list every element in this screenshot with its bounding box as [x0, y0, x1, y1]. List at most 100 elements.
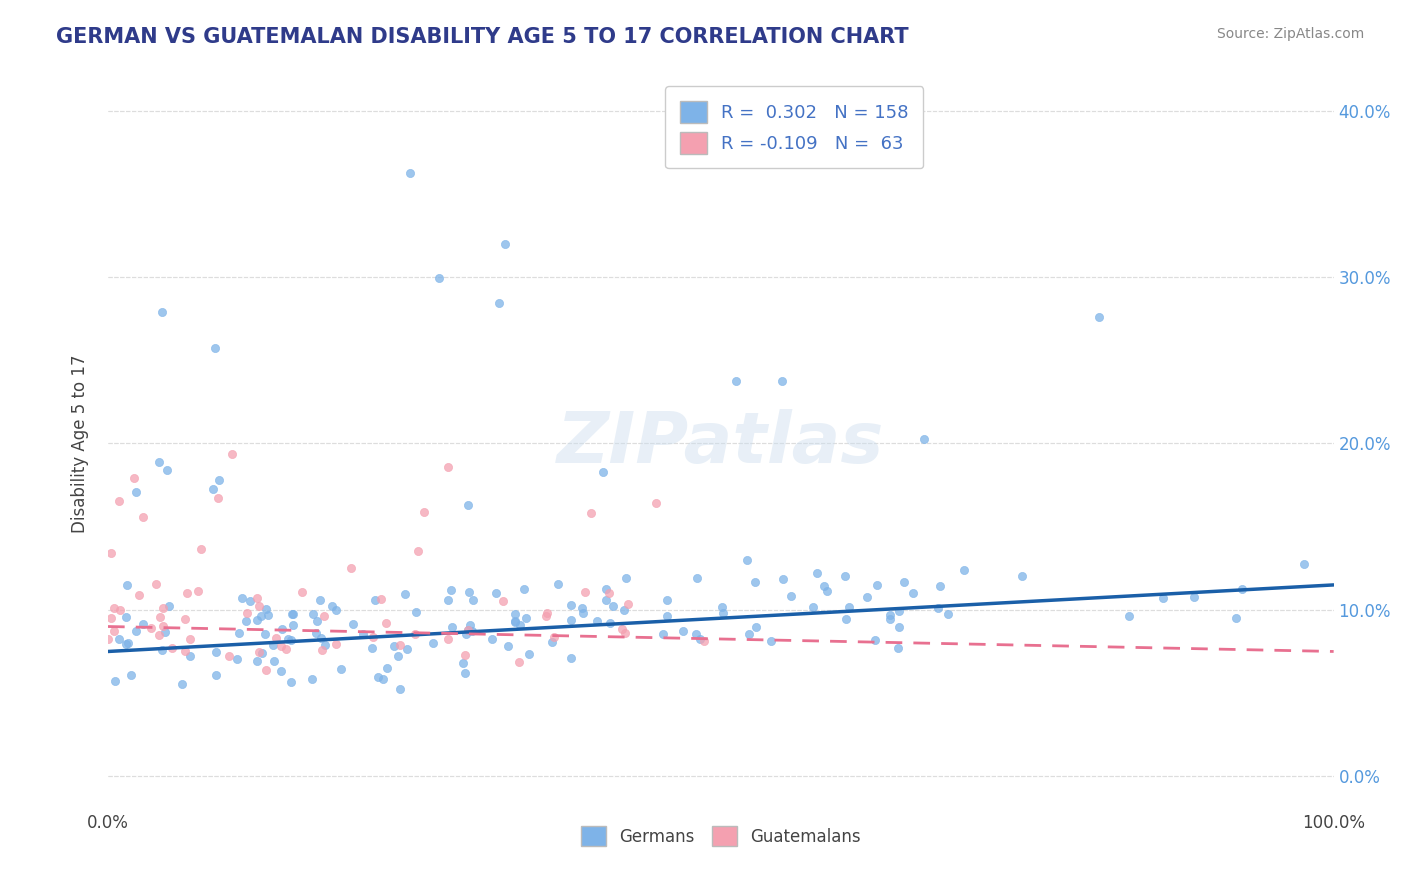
Point: [492, 594, 515, 608]
Point: [481, 632, 503, 647]
Point: [157, 599, 180, 613]
Point: [104, 673, 127, 688]
Point: [503, 607, 526, 621]
Text: GERMAN VS GUATEMALAN DISABILITY AGE 5 TO 17 CORRELATION CHART: GERMAN VS GUATEMALAN DISABILITY AGE 5 TO…: [56, 27, 908, 46]
Point: [309, 631, 332, 645]
Point: [595, 593, 617, 607]
Point: [655, 593, 678, 607]
Point: [152, 619, 174, 633]
Point: [254, 602, 277, 616]
Point: [187, 584, 209, 599]
Point: [672, 624, 695, 639]
Point: [204, 341, 226, 355]
Point: [547, 577, 569, 591]
Point: [125, 624, 148, 638]
Point: [257, 607, 280, 622]
Point: [270, 639, 292, 653]
Point: [579, 506, 602, 520]
Point: [253, 627, 276, 641]
Point: [863, 633, 886, 648]
Point: [162, 640, 184, 655]
Point: [152, 601, 174, 615]
Point: [586, 614, 609, 628]
Point: [120, 667, 142, 681]
Point: [461, 624, 484, 638]
Point: [387, 648, 409, 663]
Point: [834, 569, 856, 583]
Point: [176, 586, 198, 600]
Point: [103, 624, 125, 638]
Point: [108, 632, 131, 647]
Point: [1225, 611, 1247, 625]
Point: [422, 636, 444, 650]
Point: [399, 166, 422, 180]
Point: [103, 600, 125, 615]
Point: [813, 579, 835, 593]
Point: [488, 295, 510, 310]
Point: [246, 613, 269, 627]
Point: [266, 631, 288, 645]
Point: [953, 563, 976, 577]
Point: [231, 591, 253, 606]
Point: [602, 599, 624, 614]
Point: [225, 652, 247, 666]
Point: [461, 593, 484, 607]
Point: [100, 610, 122, 624]
Point: [427, 271, 450, 285]
Point: [657, 609, 679, 624]
Point: [148, 455, 170, 469]
Point: [360, 641, 382, 656]
Point: [686, 571, 709, 585]
Point: [117, 635, 139, 649]
Point: [246, 591, 269, 605]
Point: [274, 642, 297, 657]
Point: [456, 627, 478, 641]
Point: [145, 576, 167, 591]
Point: [132, 509, 155, 524]
Point: [246, 654, 269, 668]
Point: [389, 681, 412, 696]
Point: [645, 496, 668, 510]
Point: [936, 607, 959, 621]
Point: [543, 631, 565, 645]
Point: [903, 586, 925, 600]
Point: [866, 578, 889, 592]
Point: [614, 570, 637, 584]
Point: [560, 651, 582, 665]
Point: [404, 627, 426, 641]
Point: [571, 601, 593, 615]
Point: [100, 546, 122, 560]
Point: [150, 305, 173, 319]
Point: [321, 599, 343, 614]
Point: [485, 586, 508, 600]
Point: [97, 632, 120, 646]
Point: [454, 665, 477, 680]
Point: [745, 619, 768, 633]
Point: [204, 645, 226, 659]
Point: [534, 608, 557, 623]
Point: [208, 473, 231, 487]
Point: [560, 598, 582, 612]
Point: [190, 542, 212, 557]
Point: [302, 607, 325, 621]
Point: [929, 579, 952, 593]
Point: [370, 592, 392, 607]
Point: [308, 593, 330, 607]
Point: [128, 588, 150, 602]
Point: [592, 465, 614, 479]
Point: [218, 649, 240, 664]
Point: [205, 668, 228, 682]
Text: ZIPatlas: ZIPatlas: [557, 409, 884, 478]
Point: [280, 633, 302, 648]
Point: [149, 609, 172, 624]
Point: [108, 602, 131, 616]
Point: [879, 612, 901, 626]
Point: [453, 656, 475, 670]
Point: [280, 674, 302, 689]
Point: [139, 621, 162, 635]
Point: [235, 614, 257, 628]
Point: [124, 484, 146, 499]
Point: [405, 605, 427, 619]
Point: [339, 561, 361, 575]
Point: [595, 582, 617, 597]
